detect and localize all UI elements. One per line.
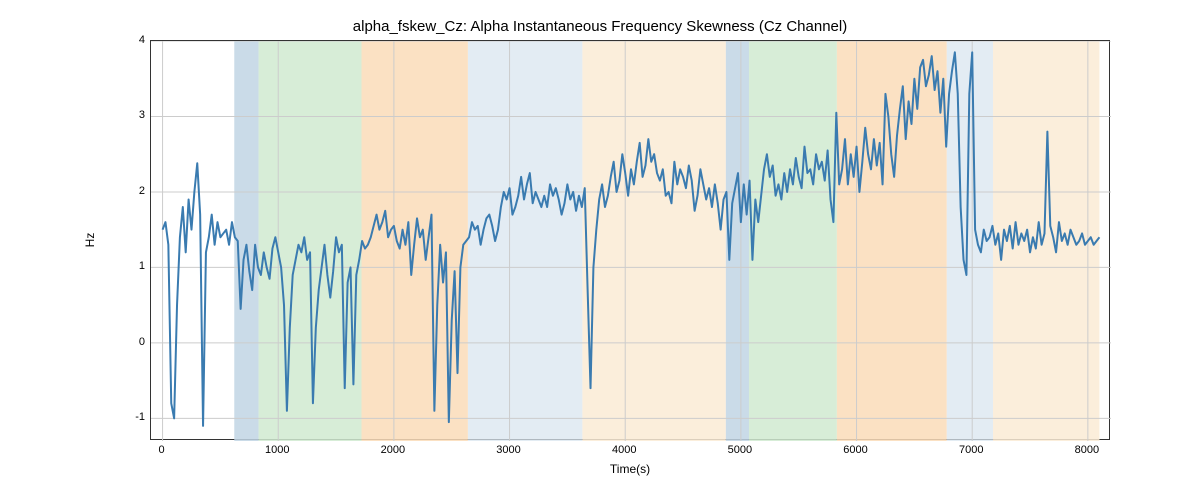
x-tick-label: 2000 [381,444,405,456]
y-tick-label: 2 [139,185,145,197]
x-tick-label: 7000 [959,444,983,456]
y-tick-label: 4 [139,34,145,46]
x-tick-label: 5000 [728,444,752,456]
y-tick-label: 1 [139,260,145,272]
shade-band [468,41,583,441]
chart-container: alpha_fskew_Cz: Alpha Instantaneous Freq… [0,0,1200,500]
y-tick-label: 0 [139,336,145,348]
y-tick-label: 3 [139,109,145,121]
y-axis-label: Hz [83,233,97,248]
x-tick-label: 3000 [496,444,520,456]
x-tick-label: 0 [159,444,165,456]
x-tick-label: 6000 [843,444,867,456]
plot-area [150,40,1110,440]
x-axis-label: Time(s) [610,462,650,476]
shade-band [837,41,947,441]
x-tick-label: 4000 [612,444,636,456]
shade-band [749,41,837,441]
plot-svg [151,41,1111,441]
x-tick-label: 1000 [265,444,289,456]
x-tick-label: 8000 [1075,444,1099,456]
y-tick-label: -1 [135,411,145,423]
chart-title: alpha_fskew_Cz: Alpha Instantaneous Freq… [0,18,1200,35]
shade-band [582,41,725,441]
